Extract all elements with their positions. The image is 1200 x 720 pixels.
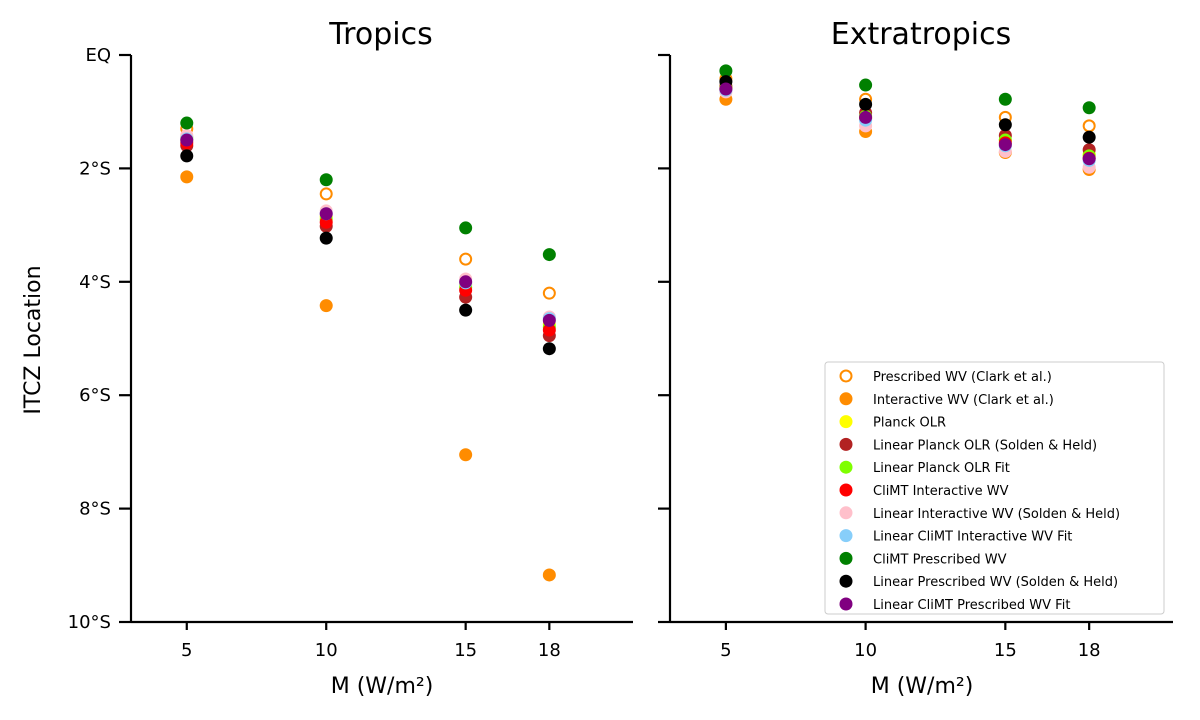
panel-extratropics: Extratropics 5 10 15 18 M (W/m²) Prescribed… [658,17,1173,699]
legend-frame [824,361,1165,615]
data-point [542,313,556,327]
data-point [859,97,873,111]
x-axis-label: M (W/m²) [871,674,974,699]
points-group [719,64,1096,177]
legend-marker [839,437,853,451]
legend-marker [839,415,853,429]
legend-label: Linear Prescribed WV (Solden & Held) [873,575,1118,590]
legend-label: Linear Planck OLR (Solden & Held) [873,438,1097,453]
data-point [542,568,556,582]
data-point [719,64,733,78]
legend-marker [839,392,853,406]
data-point [319,187,333,201]
data-point [180,116,194,130]
legend-label: Linear Planck OLR Fit [873,461,1010,476]
data-point [459,275,473,289]
legend-marker [839,574,853,588]
legend-label: CliMT Interactive WV [873,484,1009,499]
data-point [998,138,1012,152]
data-point [1082,130,1096,144]
legend-label: Linear CliMT Interactive WV Fit [873,530,1072,545]
y-tick-label: 6°S [79,385,111,406]
legend-label: Linear Interactive WV (Solden & Held) [873,507,1120,522]
data-point [1082,119,1096,133]
legend-label: CliMT Prescribed WV [873,552,1007,567]
points-group [180,116,556,582]
x-tick-label: 18 [1078,640,1101,661]
data-point [180,170,194,184]
panel-title: Extratropics [831,17,1011,52]
legend-items: Prescribed WV (Clark et al.) Interactive … [839,369,1120,613]
tick-group: 5 10 15 18 EQ 2°S 4°S 6°S 8°S 10°S [68,45,561,661]
data-point [319,173,333,187]
x-tick-label: 18 [538,640,561,661]
y-tick-label: 2°S [79,158,111,179]
legend-label: Linear CliMT Prescribed WV Fit [873,598,1070,613]
legend-label: Prescribed WV (Clark et al.) [873,370,1052,385]
legend-marker [839,551,853,565]
data-point [319,299,333,313]
data-point [319,231,333,245]
y-tick-label: 4°S [79,272,111,293]
x-tick-label: 15 [994,640,1017,661]
y-tick-label: 8°S [79,499,111,520]
data-point [459,448,473,462]
legend-label: Interactive WV (Clark et al.) [873,393,1054,408]
data-point [459,221,473,235]
y-tick-label: EQ [85,45,111,66]
data-point [859,110,873,124]
data-point [998,92,1012,106]
data-point [459,252,473,266]
data-point [1082,152,1096,166]
panel-tropics: Tropics 5 10 15 18 EQ 2°S 4°S 6°S 8°S 10°S M (W/m… [21,17,633,699]
x-tick-label: 15 [454,640,477,661]
data-point [542,342,556,356]
data-point [180,149,194,163]
legend-marker [839,483,853,497]
data-point [998,118,1012,132]
legend-marker [839,460,853,474]
data-point [319,207,333,221]
x-tick-label: 10 [854,640,877,661]
legend: Prescribed WV (Clark et al.) Interactive … [824,361,1165,615]
data-point [542,248,556,262]
y-tick-label: 10°S [68,612,111,633]
y-axis-label: ITCZ Location [21,265,46,414]
data-point [542,323,556,337]
data-point [180,133,194,147]
data-point [719,82,733,96]
data-point [1082,101,1096,115]
x-axis-label: M (W/m²) [331,674,434,699]
panel-title: Tropics [328,17,432,52]
x-tick-label: 10 [315,640,338,661]
data-point [542,286,556,300]
data-point [859,78,873,92]
data-point [459,303,473,317]
tick-group: 5 10 15 18 [658,53,1101,661]
legend-marker [839,597,853,611]
legend-marker [839,506,853,520]
legend-label: Planck OLR [873,416,946,431]
legend-marker [839,529,853,543]
x-tick-label: 5 [720,640,731,661]
legend-marker [839,369,853,383]
x-tick-label: 5 [181,640,192,661]
